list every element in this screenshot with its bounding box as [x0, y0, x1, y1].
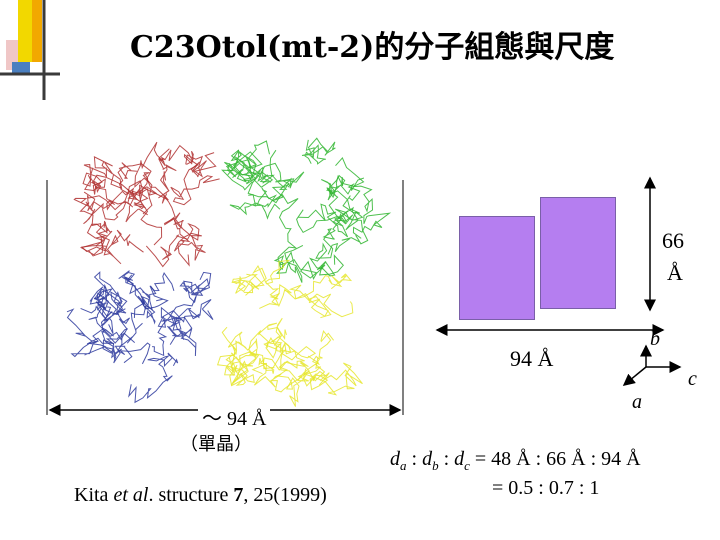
decor-yellow-bar — [18, 0, 32, 62]
crystal-label: （單晶） — [180, 434, 252, 455]
subunit-green — [221, 137, 392, 283]
axis-a-arrow — [622, 366, 647, 386]
axis-b-label: b — [650, 328, 660, 350]
ratio-d-c: dc — [454, 448, 470, 473]
subunit-red — [73, 141, 220, 268]
protein-width-label: ～ 94 Å — [198, 402, 271, 431]
unit-box-left — [459, 216, 535, 320]
ratio-equation: da : db : dc = 48 Å : 66 Å : 94 Å — [390, 448, 641, 473]
subunit-yellow — [216, 259, 363, 407]
decor-blue-block — [12, 62, 30, 74]
decor-orange-bar — [32, 0, 42, 62]
protein-structure-image — [44, 128, 414, 418]
ratio-normalized: = 0.5 : 0.7 : 1 — [492, 477, 600, 499]
decor-shapes — [0, 0, 60, 100]
citation: Kita et al. structure 7, 25(1999) — [74, 484, 327, 506]
box-height-label-unit: Å — [667, 260, 683, 285]
box-height-label-number: 66 — [662, 228, 684, 253]
unit-box-right — [540, 197, 616, 309]
axis-a-label: a — [632, 391, 642, 413]
protein-structure-drawing — [66, 137, 392, 407]
decor-top-left — [0, 0, 60, 100]
page-title: C23Otol(mt-2)的分子組態與尺度 — [130, 30, 615, 65]
subunit-blue — [66, 270, 214, 404]
ratio-d-b: db — [422, 448, 439, 473]
box-width-label: 94 Å — [510, 346, 554, 371]
ratio-values: = 48 Å : 66 Å : 94 Å — [469, 448, 641, 470]
axis-c-label: c — [688, 368, 697, 390]
ratio-d-a: da — [390, 448, 407, 473]
